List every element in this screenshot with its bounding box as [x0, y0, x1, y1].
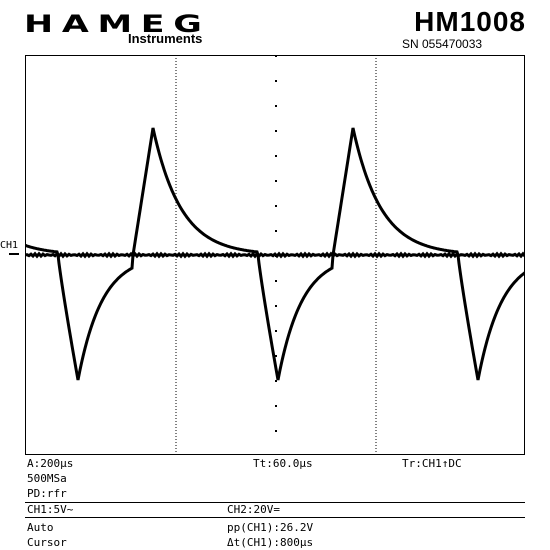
dt-measurement: Δt(CH1):800µs: [227, 536, 314, 549]
ground-arrow-icon: [9, 253, 19, 255]
ch1-settings: CH1:5V~: [27, 503, 74, 516]
ch2-settings: CH2:20V=: [227, 503, 280, 516]
trigger-mode: Auto: [27, 521, 54, 534]
timebase-readout: A:200µs: [27, 457, 74, 470]
serial-number: SN 055470033: [402, 37, 483, 51]
trigger-source-readout: Tr:CH1↑DC: [402, 457, 462, 470]
pp-measurement: pp(CH1):26.2V: [227, 521, 314, 534]
brand-subtitle: Instruments: [128, 31, 203, 46]
oscilloscope-screen: [25, 55, 525, 455]
hameg-logo: HAMEG: [24, 10, 211, 38]
ch2-trace: [25, 251, 525, 259]
scope-display: [25, 55, 525, 455]
sample-rate-readout: 500MSa: [27, 472, 67, 485]
divider-top: [25, 502, 525, 503]
ch1-trace: [25, 127, 525, 381]
ch1-marker-label: CH1: [0, 240, 19, 251]
peak-detect-readout: PD:rfr: [27, 487, 67, 500]
cursor-mode: Cursor: [27, 536, 67, 549]
divider-bottom: [25, 517, 525, 518]
ch1-ground-marker: CH1: [0, 240, 19, 255]
trigger-time-readout: Tt:60.0µs: [253, 457, 313, 470]
model-name: HM1008: [414, 6, 526, 37]
